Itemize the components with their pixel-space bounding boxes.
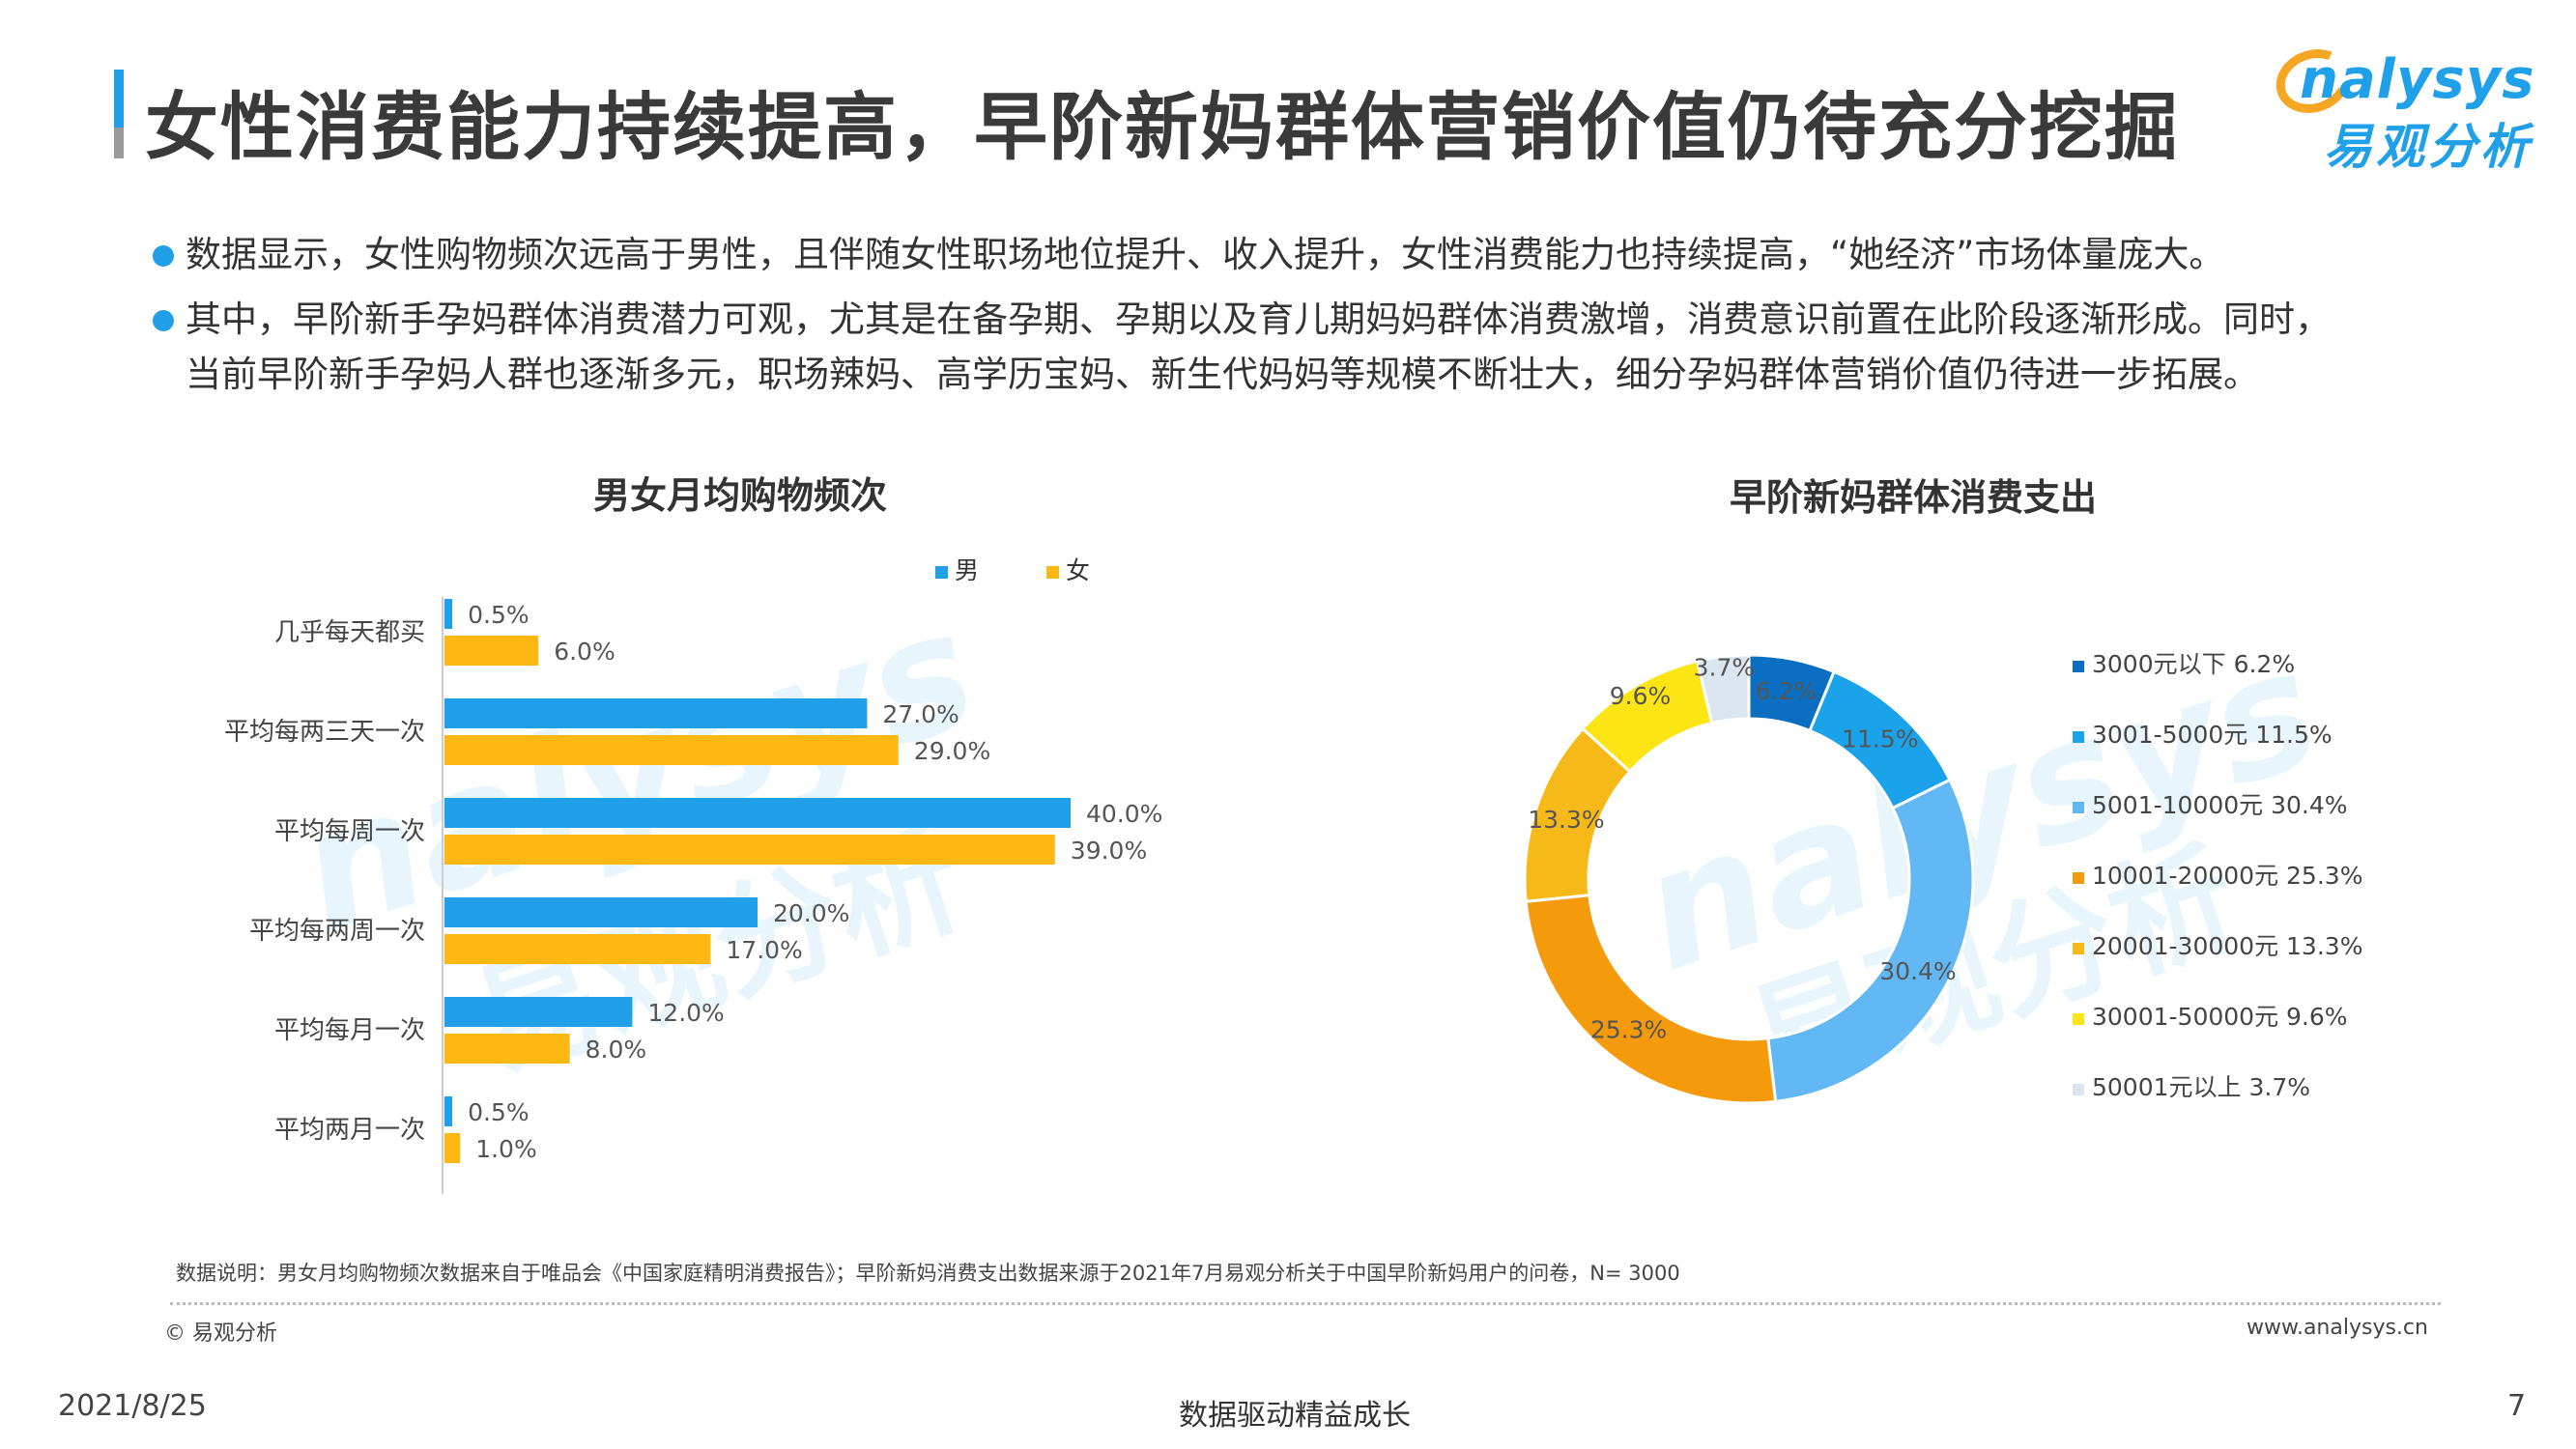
slogan: 数据驱动精益成长 bbox=[1179, 1399, 1411, 1433]
donut-legend: 3000元以下 6.2% 3001-5000元 11.5% 5001-10000元 … bbox=[2073, 645, 2536, 1128]
donut-slice bbox=[1524, 894, 1778, 1105]
donut-legend-item: 3000元以下 6.2% bbox=[2073, 645, 2295, 680]
legend-swatch bbox=[2073, 872, 2084, 884]
donut-slice-label: 6.2% bbox=[1756, 677, 1818, 705]
bar-value-label: 0.5% bbox=[468, 601, 530, 629]
legend-swatch-male bbox=[935, 566, 948, 579]
title-accent-bar bbox=[114, 70, 124, 158]
bullet-dot-icon bbox=[153, 310, 174, 331]
bar-male bbox=[444, 997, 633, 1027]
bar-value-label: 27.0% bbox=[882, 700, 959, 728]
category-label: 平均每月一次 bbox=[274, 1016, 425, 1045]
donut-slice-label: 11.5% bbox=[1842, 725, 1918, 753]
bar-value-label: 6.0% bbox=[554, 638, 615, 666]
legend-label: 20001-30000元 13.3% bbox=[2092, 932, 2363, 960]
bar-value-label: 17.0% bbox=[726, 936, 802, 964]
logo-text-cn: 易观分析 bbox=[2324, 119, 2533, 175]
category-label: 平均每周一次 bbox=[274, 817, 425, 846]
footer-divider bbox=[170, 1302, 2441, 1305]
bar-chart-title: 男女月均购物频次 bbox=[593, 474, 888, 517]
logo-text-en: nalysys bbox=[2300, 48, 2535, 111]
legend-swatch bbox=[2073, 1084, 2084, 1095]
donut-legend-item: 5001-10000元 30.4% bbox=[2073, 786, 2348, 821]
donut-chart: 6.2% 11.5% 30.4% 25.3% 13.3% 9.6% 3.7% bbox=[1523, 653, 1975, 1105]
bar-value-label: 0.5% bbox=[468, 1098, 530, 1126]
legend-label: 30001-50000元 9.6% bbox=[2092, 1003, 2348, 1031]
donut-legend-item: 10001-20000元 25.3% bbox=[2073, 857, 2362, 892]
donut-slice bbox=[1695, 653, 1751, 725]
donut-slice-label: 9.6% bbox=[1610, 682, 1672, 710]
legend-label: 女 bbox=[1066, 556, 1090, 584]
bullet-dot-icon bbox=[153, 245, 174, 267]
legend-label: 3000元以下 6.2% bbox=[2092, 650, 2296, 678]
bar-male bbox=[444, 1096, 453, 1126]
bar-value-label: 8.0% bbox=[586, 1036, 647, 1064]
legend-label: 男 bbox=[955, 556, 979, 584]
bullet-text-2: 其中，早阶新手孕妈群体消费潜力可观，尤其是在备孕期、孕期以及育儿期妈妈群体消费激… bbox=[186, 298, 2331, 340]
bar-value-label: 39.0% bbox=[1071, 837, 1147, 865]
bar-value-label: 20.0% bbox=[773, 899, 849, 927]
donut-legend-item: 50001元以上 3.7% bbox=[2073, 1068, 2310, 1103]
website-link[interactable]: www.analysys.cn bbox=[2247, 1316, 2428, 1340]
category-label: 平均每两三天一次 bbox=[224, 718, 425, 747]
category-label: 平均每两周一次 bbox=[249, 917, 425, 946]
legend-swatch bbox=[2073, 661, 2084, 672]
page-number: 7 bbox=[2507, 1389, 2527, 1423]
bullet-text-2-cont: 当前早阶新手孕妈人群也逐渐多元，职场辣妈、高学历宝妈、新生代妈妈等规模不断壮大，… bbox=[186, 354, 2259, 395]
legend-label: 5001-10000元 30.4% bbox=[2092, 791, 2348, 819]
bar-female bbox=[444, 1133, 461, 1163]
bar-female bbox=[444, 934, 711, 964]
bar-male bbox=[444, 798, 1071, 828]
legend-label: 50001元以上 3.7% bbox=[2092, 1073, 2310, 1101]
page-title: 女性消费能力持续提高，早阶新妈群体营销价值仍待充分挖掘 bbox=[145, 84, 2180, 170]
bar-value-label: 29.0% bbox=[914, 737, 990, 765]
bar-value-label: 1.0% bbox=[475, 1135, 537, 1163]
donut-legend-item: 20001-30000元 13.3% bbox=[2073, 927, 2362, 962]
donut-slice-label: 3.7% bbox=[1694, 653, 1756, 681]
donut-legend-item: 30001-50000元 9.6% bbox=[2073, 998, 2348, 1033]
bar-female bbox=[444, 835, 1055, 865]
bar-value-label: 12.0% bbox=[647, 999, 724, 1027]
copyright: © 易观分析 bbox=[164, 1321, 277, 1346]
legend-label: 3001-5000元 11.5% bbox=[2092, 721, 2333, 749]
donut-chart-title: 早阶新妈群体消费支出 bbox=[1730, 476, 2098, 519]
legend-swatch bbox=[2073, 943, 2084, 954]
category-label: 几乎每天都买 bbox=[274, 618, 425, 647]
bar-female bbox=[444, 636, 539, 666]
bullet-text-1: 数据显示，女性购物频次远高于男性，且伴随女性职场地位提升、收入提升，女性消费能力… bbox=[186, 234, 2225, 275]
legend-swatch bbox=[2073, 802, 2084, 813]
legend-label: 10001-20000元 25.3% bbox=[2092, 862, 2363, 890]
bar-female bbox=[444, 735, 899, 765]
legend-swatch bbox=[2073, 1013, 2084, 1025]
legend-swatch bbox=[2073, 731, 2084, 743]
donut-slice-label: 25.3% bbox=[1590, 1015, 1667, 1043]
date: 2021/8/25 bbox=[58, 1389, 207, 1423]
data-note: 数据说明：男女月均购物频次数据来自于唯品会《中国家庭精明消费报告》；早阶新妈消费… bbox=[176, 1262, 1680, 1285]
title-accent-bar-gray bbox=[114, 128, 124, 158]
bar-male bbox=[444, 698, 868, 728]
bar-value-label: 40.0% bbox=[1086, 800, 1162, 828]
category-label: 平均两月一次 bbox=[274, 1116, 425, 1145]
bar-female bbox=[444, 1034, 570, 1064]
donut-slice bbox=[1766, 778, 1975, 1104]
donut-slice-label: 30.4% bbox=[1879, 957, 1956, 985]
donut-slice-label: 13.3% bbox=[1528, 806, 1604, 834]
bar-male bbox=[444, 599, 453, 629]
bar-male bbox=[444, 897, 758, 927]
donut-legend-item: 3001-5000元 11.5% bbox=[2073, 716, 2333, 751]
legend-swatch-female bbox=[1046, 566, 1059, 579]
